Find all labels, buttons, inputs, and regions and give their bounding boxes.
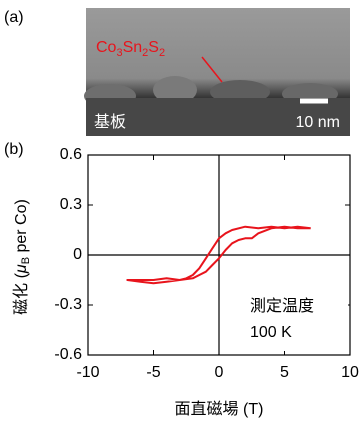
- y-label-part: 磁化 (: [12, 272, 30, 314]
- scale-bar-label: 10 nm: [296, 114, 340, 131]
- panel-label: (a): [4, 9, 24, 26]
- formula-part: Sn: [123, 39, 143, 56]
- plot: 0.6 0.3 0 -0.3 -0.6-10 -5 0 5 10 測定温度 100 K: [54, 146, 359, 381]
- formula-part: Co: [96, 39, 117, 56]
- y-tick-label: 0: [73, 246, 82, 263]
- y-label-part: B: [20, 257, 32, 264]
- annotation: 100 K: [250, 324, 292, 341]
- y-label-part: μ: [13, 264, 30, 274]
- x-tick-label: -10: [76, 364, 99, 381]
- x-tick-label: 5: [280, 364, 289, 381]
- y-label-part: per Co): [13, 199, 30, 257]
- x-tick-label: -5: [146, 364, 160, 381]
- panel-label: (b): [4, 141, 24, 158]
- y-tick-label: 0.6: [60, 146, 82, 163]
- x-axis-label: 面直磁場 (T): [175, 400, 264, 418]
- annotation: 測定温度: [250, 297, 314, 315]
- formula: Co3Sn2S2: [96, 39, 165, 59]
- figure: (a) Co3Sn2S2 基板 10 nm (b) 磁化 (μB per Co)…: [0, 0, 363, 425]
- x-tick-label: 0: [215, 364, 224, 381]
- y-tick-label: 0.3: [60, 196, 82, 213]
- y-tick-label: -0.6: [54, 346, 82, 363]
- substrate-label: 基板: [94, 113, 126, 131]
- y-tick-label: -0.3: [54, 296, 82, 313]
- formula-part: 2: [159, 47, 165, 59]
- x-tick-label: 10: [341, 364, 359, 381]
- y-axis-label: 磁化 (μB per Co): [12, 199, 32, 315]
- formula-part: S: [148, 39, 159, 56]
